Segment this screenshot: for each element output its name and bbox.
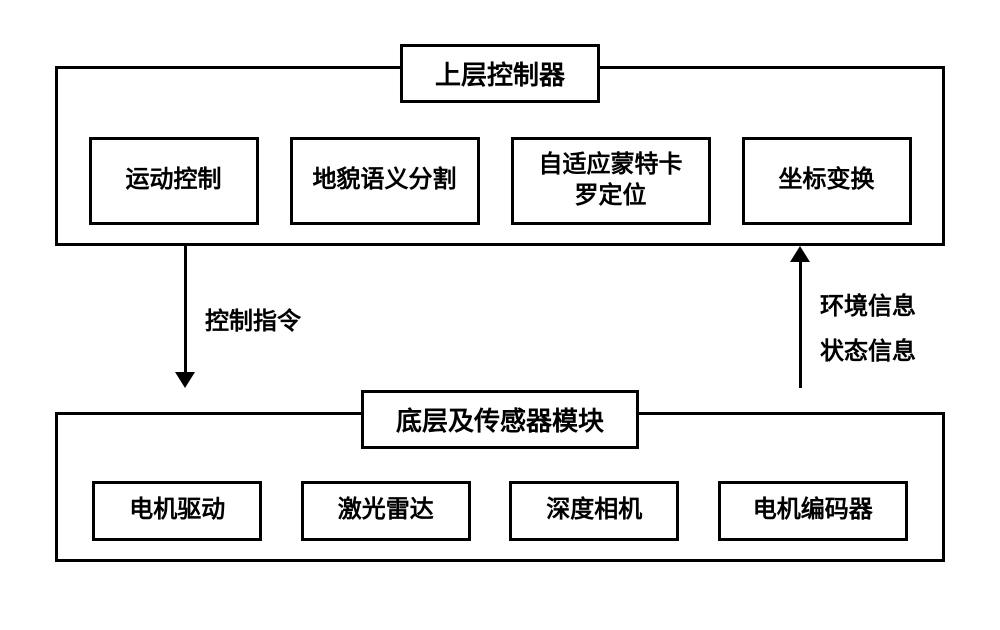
box-coord-transform: 坐标变换 (742, 137, 912, 225)
upper-controller-title: 上层控制器 (400, 44, 600, 103)
box-terrain-segmentation: 地貌语义分割 (290, 137, 480, 225)
label-control-cmd: 控制指令 (205, 301, 301, 336)
box-motion-control: 运动控制 (89, 137, 259, 225)
box-lidar: 激光雷达 (301, 481, 471, 541)
lower-sensor-title: 底层及传感器模块 (361, 390, 639, 449)
box-amcl: 自适应蒙特卡 罗定位 (511, 137, 711, 225)
box-motor-encoder: 电机编码器 (718, 481, 908, 541)
upper-controller-group: 上层控制器 运动控制 地貌语义分割 自适应蒙特卡 罗定位 坐标变换 (55, 66, 945, 246)
diagram-container: 上层控制器 运动控制 地貌语义分割 自适应蒙特卡 罗定位 坐标变换 底层及传感器… (55, 42, 945, 562)
label-env-info: 环境信息 (820, 286, 916, 321)
lower-sensor-group: 底层及传感器模块 电机驱动 激光雷达 深度相机 电机编码器 (55, 412, 945, 562)
box-motor-drive: 电机驱动 (92, 481, 262, 541)
lower-boxes-row: 电机驱动 激光雷达 深度相机 电机编码器 (58, 481, 942, 541)
upper-boxes-row: 运动控制 地貌语义分割 自适应蒙特卡 罗定位 坐标变换 (58, 137, 942, 225)
box-depth-camera: 深度相机 (509, 481, 679, 541)
label-status-info: 状态信息 (820, 331, 916, 366)
